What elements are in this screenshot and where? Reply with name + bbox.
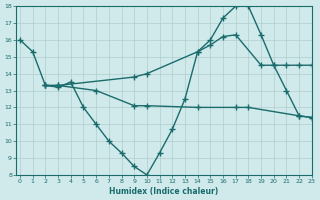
X-axis label: Humidex (Indice chaleur): Humidex (Indice chaleur) bbox=[109, 187, 219, 196]
